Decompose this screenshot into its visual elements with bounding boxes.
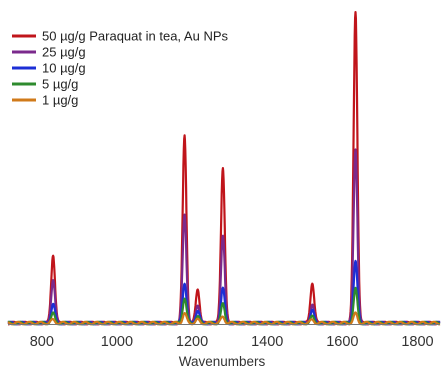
- legend-label: 1 µg/g: [42, 93, 78, 108]
- x-tick-label: 1200: [176, 334, 208, 350]
- series-line: [7, 311, 441, 326]
- x-tick-label: 1600: [326, 334, 358, 350]
- legend-label: 5 µg/g: [42, 77, 78, 92]
- x-axis-title: Wavenumbers: [179, 354, 266, 369]
- x-tick-label: 1000: [101, 334, 133, 350]
- x-tick-label: 1800: [401, 334, 433, 350]
- x-tick-labels: 800 1000 1200 1400 1600 1800: [30, 334, 434, 350]
- legend-label: 25 µg/g: [42, 45, 86, 60]
- x-tick-label: 800: [30, 334, 54, 350]
- legend-label: 50 µg/g Paraquat in tea, Au NPs: [42, 29, 228, 44]
- x-tick-label: 1400: [251, 334, 283, 350]
- legend-label: 10 µg/g: [42, 61, 86, 76]
